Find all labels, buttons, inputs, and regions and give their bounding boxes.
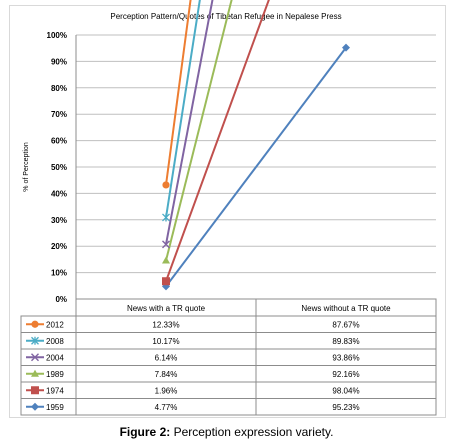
- series-marker: [31, 369, 39, 377]
- data-label: 10.17%: [152, 337, 179, 346]
- table-column-header: News without a TR quote: [301, 304, 391, 313]
- data-table: News with a TR quote News without a TR qu…: [20, 298, 437, 416]
- y-tick-label: 0%: [55, 295, 67, 304]
- data-label: 92.16%: [332, 370, 359, 379]
- y-tick-label: 70%: [51, 110, 67, 119]
- series-1989: [162, 0, 233, 264]
- y-tick-label: 100%: [47, 31, 67, 40]
- y-axis-label: % of Perception: [23, 142, 30, 192]
- series-marker: [162, 277, 170, 286]
- data-label: 95.23%: [332, 403, 359, 412]
- series-line: [165, 0, 214, 245]
- legend-key-1974: [26, 386, 44, 395]
- chart-title: Perception Pattern/Quotes of Tibetan Ref…: [110, 12, 341, 21]
- series-2004: [162, 0, 214, 249]
- series-lines: [162, 0, 350, 291]
- series-marker: [162, 213, 170, 222]
- series-marker: [342, 43, 350, 52]
- legend-series-name: 1959: [46, 403, 64, 412]
- series-line: [165, 0, 233, 261]
- series-2012: [162, 0, 192, 189]
- data-label: 6.14%: [155, 353, 178, 362]
- legend-series-name: 2004: [46, 353, 64, 362]
- legend-series-name: 2008: [46, 337, 64, 346]
- series-marker: [162, 240, 170, 249]
- data-label: 93.86%: [332, 353, 359, 362]
- table-column-header: News with a TR quote: [127, 304, 206, 313]
- series-line: [165, 0, 270, 282]
- legend-series-name: 1974: [46, 386, 64, 395]
- caption-text: Perception expression variety.: [170, 425, 334, 439]
- data-label: 98.04%: [332, 386, 359, 395]
- data-label: 12.33%: [152, 320, 179, 329]
- y-tick-label: 30%: [51, 216, 67, 225]
- legend-key-2012: [26, 320, 44, 328]
- y-tick-label: 10%: [51, 269, 67, 278]
- figure-label: Figure 2:: [119, 425, 171, 439]
- series-marker: [31, 353, 39, 362]
- series-marker: [162, 181, 170, 189]
- series-marker: [31, 402, 39, 411]
- legend-key-2004: [26, 353, 44, 362]
- figure-caption: Figure 2: Perception expression variety.: [0, 425, 453, 439]
- legend-key-2008: [26, 336, 44, 345]
- legend-key-1959: [26, 402, 44, 411]
- data-label: 89.83%: [332, 337, 359, 346]
- legend-series-name: 2012: [46, 320, 64, 329]
- data-label: 87.67%: [332, 320, 359, 329]
- series-line: [165, 0, 201, 218]
- series-marker: [162, 256, 170, 264]
- data-label: 7.84%: [155, 370, 178, 379]
- grid-lines: [75, 34, 436, 303]
- series-marker: [31, 320, 39, 328]
- series-marker: [31, 386, 39, 395]
- legend-series-name: 1989: [46, 370, 64, 379]
- y-tick-label: 20%: [51, 242, 67, 251]
- series-1974: [162, 0, 270, 286]
- y-tick-label: 90%: [51, 57, 67, 66]
- data-label: 1.96%: [155, 386, 178, 395]
- series-marker: [31, 336, 39, 345]
- line-chart: Perception Pattern/Quotes of Tibetan Ref…: [20, 0, 437, 416]
- y-tick-label: 60%: [51, 137, 67, 146]
- data-label: 4.77%: [155, 403, 178, 412]
- y-tick-label: 50%: [51, 163, 67, 172]
- series-2008: [162, 0, 201, 222]
- series-line: [165, 46, 347, 288]
- y-tick-labels: 0% 10% 20% 30% 40% 50% 60% 70% 80% 90% 100%: [47, 31, 67, 304]
- y-tick-label: 40%: [51, 189, 67, 198]
- chart-frame: [9, 5, 446, 418]
- y-tick-label: 80%: [51, 84, 67, 93]
- legend-key-1989: [26, 369, 44, 377]
